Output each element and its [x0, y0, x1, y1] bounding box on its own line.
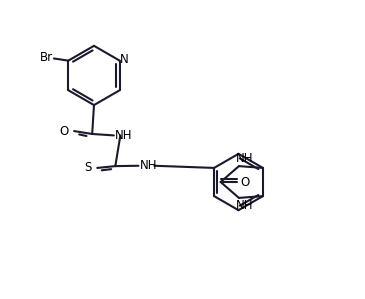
- Text: NH: NH: [115, 129, 133, 142]
- Text: NH: NH: [236, 199, 253, 212]
- Text: O: O: [240, 176, 249, 188]
- Text: N: N: [120, 53, 129, 66]
- Text: S: S: [84, 161, 91, 174]
- Text: NH: NH: [236, 152, 253, 165]
- Text: O: O: [60, 125, 69, 138]
- Text: Br: Br: [40, 51, 53, 63]
- Text: NH: NH: [140, 159, 157, 172]
